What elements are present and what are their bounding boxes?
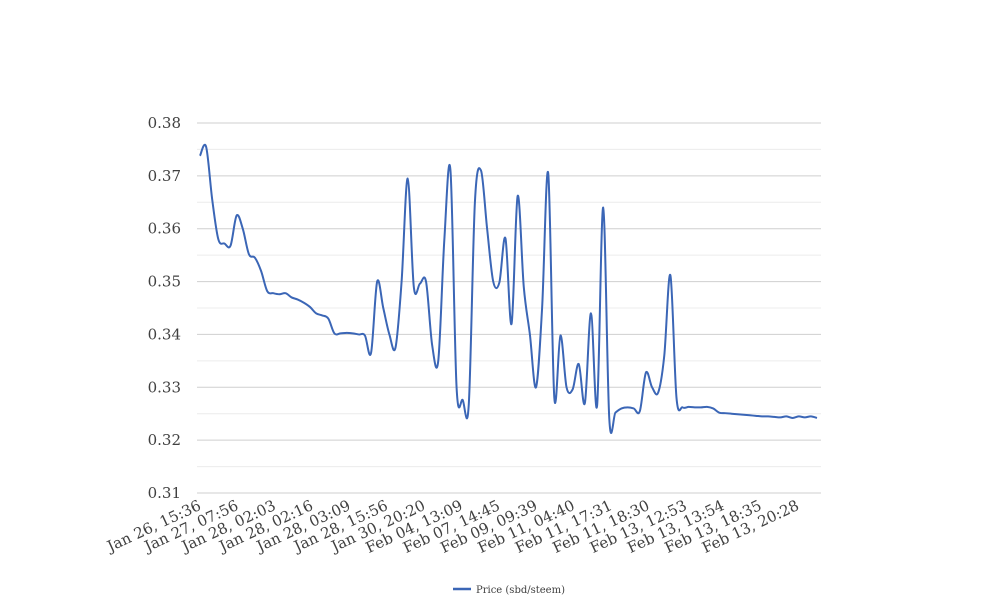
y-tick-label: 0.32 (148, 431, 181, 449)
legend-label: Price (sbd/steem) (476, 585, 565, 596)
series-line-price (199, 143, 818, 434)
y-tick-label: 0.31 (148, 484, 181, 502)
y-tick-label: 0.36 (148, 220, 181, 238)
legend: Price (sbd/steem) (453, 585, 565, 596)
y-tick-label: 0.37 (148, 167, 181, 185)
y-tick-label: 0.33 (148, 378, 181, 396)
y-tick-label: 0.35 (148, 273, 181, 291)
major-gridlines (197, 122, 821, 494)
y-axis-tick-labels: 0.31 0.32 0.33 0.34 0.35 0.36 0.37 0.38 (148, 114, 181, 502)
y-tick-label: 0.38 (148, 114, 181, 132)
minor-gridlines (197, 148, 821, 468)
series-layer (199, 143, 818, 434)
y-tick-label: 0.34 (148, 325, 181, 343)
